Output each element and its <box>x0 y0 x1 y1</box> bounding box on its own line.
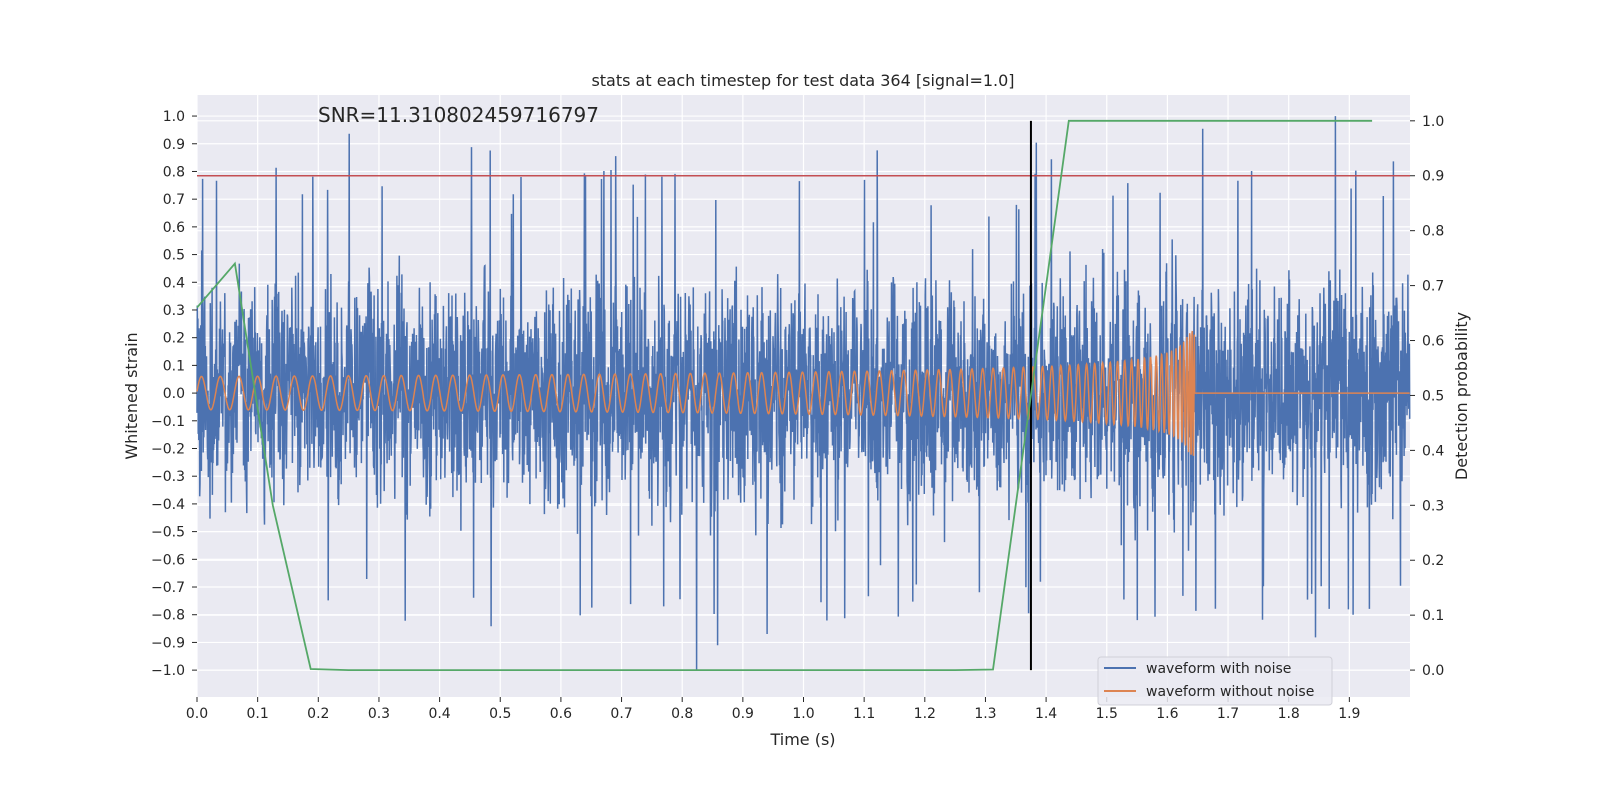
y-tick-label: 1.0 <box>163 109 185 125</box>
y2-tick-label: 1.0 <box>1422 114 1444 130</box>
x-tick-label: 1.0 <box>792 706 814 722</box>
x-tick-label: 0.7 <box>610 706 632 722</box>
legend-label-noise: waveform with noise <box>1146 661 1291 677</box>
x-tick-label: 1.6 <box>1156 706 1178 722</box>
y-tick-label: 0.9 <box>163 137 185 153</box>
x-tick-label: 1.2 <box>914 706 936 722</box>
x-tick-label: 1.3 <box>974 706 996 722</box>
y-tick-label: −0.9 <box>151 635 185 651</box>
x-tick-label: 1.7 <box>1217 706 1239 722</box>
y-tick-label: −0.5 <box>151 525 185 541</box>
x-tick-label: 0.2 <box>307 706 329 722</box>
y-tick-label: 0.1 <box>163 358 185 374</box>
x-tick-label: 0.3 <box>368 706 390 722</box>
x-tick-label: 0.5 <box>489 706 511 722</box>
waveform-without-noise-line <box>196 330 1410 456</box>
y-axis-label: Whitened strain <box>122 332 141 459</box>
y-tick-label: 0.4 <box>163 275 185 291</box>
y-tick-label: −0.4 <box>151 497 185 513</box>
x-tick-label: 1.9 <box>1338 706 1360 722</box>
y-tick-label: −0.7 <box>151 580 185 596</box>
y2-tick-label: 0.9 <box>1422 169 1444 185</box>
x-tick-label: 0.8 <box>671 706 693 722</box>
x-tick-label: 0.0 <box>186 706 208 722</box>
x-tick-label: 1.5 <box>1096 706 1118 722</box>
y2-tick-label: 0.6 <box>1422 334 1444 350</box>
x-tick-label: 1.1 <box>853 706 875 722</box>
snr-annotation: SNR=11.310802459716797 <box>318 103 599 127</box>
y2-tick-label: 0.1 <box>1422 608 1444 624</box>
y-tick-label: 0.7 <box>163 192 185 208</box>
waveform-with-noise-line <box>196 116 1411 671</box>
x-tick-label: 0.9 <box>732 706 754 722</box>
x-tick-label: 0.1 <box>247 706 269 722</box>
legend-label-clean: waveform without noise <box>1146 684 1314 700</box>
y-tick-label: −0.3 <box>151 469 185 485</box>
y2-tick-label: 0.7 <box>1422 279 1444 295</box>
series-layer <box>196 116 1411 671</box>
chart-title: stats at each timestep for test data 364… <box>591 71 1014 90</box>
y2-tick-label: 0.5 <box>1422 388 1444 404</box>
y-tick-label: 0.8 <box>163 164 185 180</box>
legend: waveform with noise waveform without noi… <box>1097 656 1333 706</box>
y2-tick-label: 0.4 <box>1422 443 1444 459</box>
y-tick-label: −0.1 <box>151 414 185 430</box>
legend-box <box>1097 656 1333 706</box>
y-tick-label: −0.6 <box>151 552 185 568</box>
y-tick-label: 0.3 <box>163 303 185 319</box>
y-tick-label: −1.0 <box>151 663 185 679</box>
y-tick-label: 0.0 <box>163 386 185 402</box>
y-tick-label: 0.5 <box>163 248 185 264</box>
y2-axis-label: Detection probability <box>1452 312 1471 480</box>
y-tick-label: 0.2 <box>163 331 185 347</box>
x-tick-label: 1.4 <box>1035 706 1057 722</box>
y-tick-label: −0.8 <box>151 608 185 624</box>
y2-tick-label: 0.3 <box>1422 498 1444 514</box>
x-axis-label: Time (s) <box>769 730 835 749</box>
x-tick-label: 0.4 <box>428 706 450 722</box>
y-tick-label: 0.6 <box>163 220 185 236</box>
y2-tick-label: 0.8 <box>1422 224 1444 240</box>
axes: 0.0 0.1 0.2 0.3 0.4 0.5 0.6 0.7 0.8 0.9 1.0 1.1 1.2 1… <box>151 109 1444 722</box>
detection-probability-line <box>196 119 1373 671</box>
y-tick-label: −0.2 <box>151 441 185 457</box>
y2-tick-label: 0.2 <box>1422 553 1444 569</box>
x-tick-label: 1.8 <box>1278 706 1300 722</box>
x-tick-label: 0.6 <box>550 706 572 722</box>
y2-tick-label: 0.0 <box>1422 663 1444 679</box>
